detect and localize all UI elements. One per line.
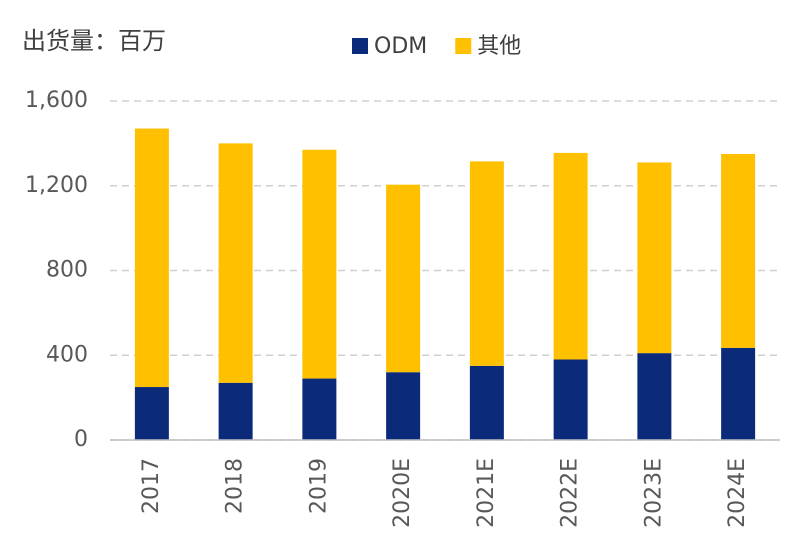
bar-segment <box>637 353 672 440</box>
y-tick-label: 1,200 <box>25 173 88 198</box>
x-tick-label: 2022E <box>558 458 583 528</box>
bar-segment <box>469 365 504 440</box>
legend-label: 其他 <box>477 34 521 59</box>
y-tick-label: 400 <box>46 342 88 367</box>
bar-segment <box>386 372 421 440</box>
y-tick-label: 1,600 <box>25 88 88 113</box>
bar-segment <box>302 149 337 379</box>
bar-segment <box>637 162 672 354</box>
bar-segment <box>553 152 588 360</box>
y-axis-label: 出货量：百万 <box>22 27 166 55</box>
legend-swatch <box>455 38 472 54</box>
y-tick-label: 800 <box>46 258 88 283</box>
legend-label: ODM <box>374 34 427 59</box>
x-tick-label: 2018 <box>223 458 248 514</box>
bar-segment <box>386 184 421 373</box>
bar-segment <box>134 128 169 388</box>
y-tick-label: 0 <box>74 427 88 452</box>
legend-swatch <box>352 38 368 54</box>
bar-segment <box>302 378 337 440</box>
x-tick-label: 2020E <box>390 458 415 528</box>
x-tick-label: 2019 <box>306 458 331 514</box>
bar-segment <box>721 347 756 440</box>
bar-segment <box>721 153 756 348</box>
x-tick-label: 2023E <box>641 458 666 528</box>
x-tick-label: 2021E <box>474 458 499 528</box>
x-tick-label: 2017 <box>139 458 164 514</box>
bar-segment <box>553 359 588 440</box>
x-tick-label: 2024E <box>725 458 750 528</box>
bar-segment <box>218 143 253 383</box>
bar-segment <box>469 161 504 366</box>
bar-segment <box>134 387 169 440</box>
bar-segment <box>218 382 253 440</box>
